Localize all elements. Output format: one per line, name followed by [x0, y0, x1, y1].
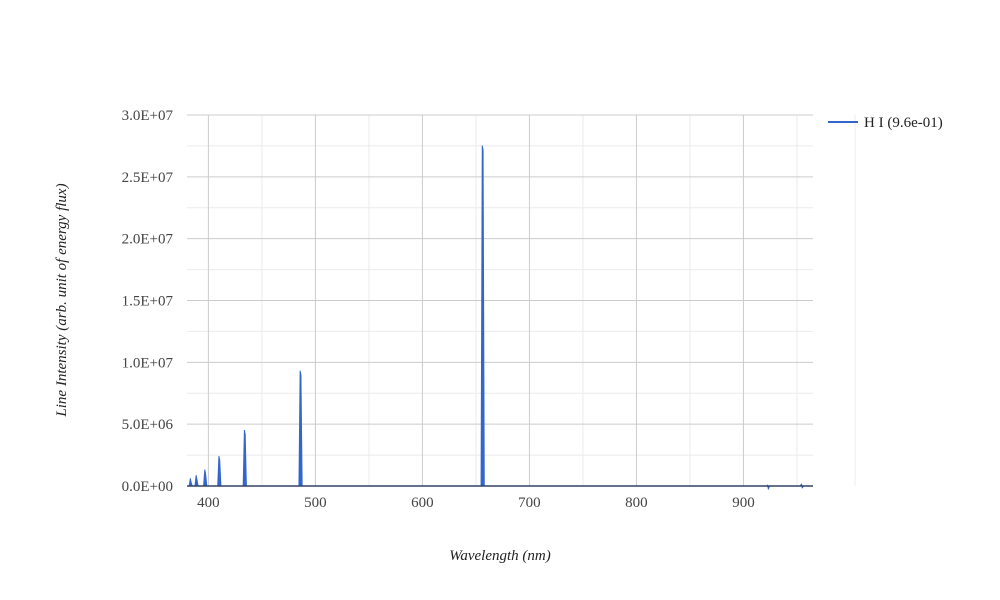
- x-tick-labels: 400 500 600 700 800 900: [197, 495, 755, 511]
- legend[interactable]: H I (9.6e-01): [828, 115, 943, 131]
- x-tick-label: 700: [518, 495, 541, 511]
- emission-line-peak[interactable]: [194, 474, 199, 487]
- x-tick-label: 800: [625, 495, 648, 511]
- y-tick-label: 0.0E+00: [122, 479, 173, 495]
- y-tick-label: 1.5E+07: [122, 294, 174, 310]
- emission-line-peak[interactable]: [188, 478, 193, 487]
- y-tick-label: 2.0E+07: [122, 232, 174, 248]
- y-tick-labels: 0.0E+00 5.0E+06 1.0E+07 1.5E+07 2.0E+07 2.5E+…: [122, 108, 174, 495]
- legend-label: H I (9.6e-01): [864, 115, 943, 131]
- x-tick-label: 900: [732, 495, 755, 511]
- emission-line-peak[interactable]: [203, 469, 208, 487]
- y-axis-title: Line Intensity (arb. unit of energy flux…: [54, 183, 70, 417]
- y-tick-label: 1.0E+07: [122, 355, 174, 371]
- x-axis-title: Wavelength (nm): [449, 548, 551, 564]
- major-gridlines: [187, 114, 813, 487]
- emission-line-peak[interactable]: [217, 455, 222, 487]
- emission-line-peak[interactable]: [298, 370, 303, 487]
- emission-line-peak[interactable]: [480, 145, 485, 487]
- series-layer: [187, 145, 813, 490]
- emission-line-peak[interactable]: [242, 429, 247, 487]
- y-tick-label: 2.5E+07: [122, 170, 174, 186]
- x-tick-label: 400: [197, 495, 220, 511]
- x-tick-label: 500: [304, 495, 327, 511]
- x-tick-label: 600: [411, 495, 434, 511]
- y-tick-label: 3.0E+07: [122, 108, 174, 124]
- y-tick-label: 5.0E+06: [122, 417, 174, 433]
